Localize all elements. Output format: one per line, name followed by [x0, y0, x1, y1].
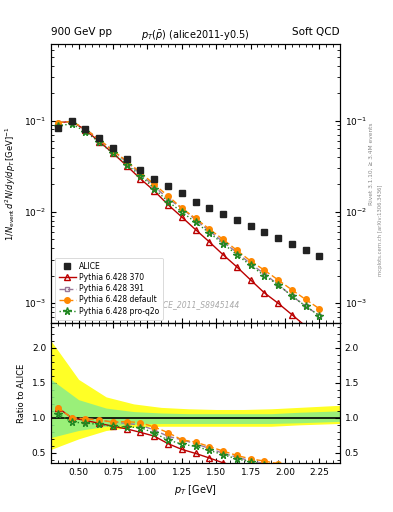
Text: 900 GeV pp: 900 GeV pp [51, 27, 112, 37]
Legend: ALICE, Pythia 6.428 370, Pythia 6.428 391, Pythia 6.428 default, Pythia 6.428 pr: ALICE, Pythia 6.428 370, Pythia 6.428 39… [55, 258, 163, 319]
Y-axis label: $1/N_\mathrm{event}\,d^2N/dy/dp_T\,[\mathrm{GeV}]^{-1}$: $1/N_\mathrm{event}\,d^2N/dy/dp_T\,[\mat… [4, 126, 18, 241]
Text: Soft QCD: Soft QCD [292, 27, 340, 37]
Text: Rivet 3.1.10, ≥ 3.4M events: Rivet 3.1.10, ≥ 3.4M events [369, 122, 374, 205]
Text: mcplots.cern.ch [arXiv:1306.3436]: mcplots.cern.ch [arXiv:1306.3436] [378, 185, 383, 276]
Text: ALICE_2011_S8945144: ALICE_2011_S8945144 [151, 301, 240, 309]
X-axis label: $p_T$ [GeV]: $p_T$ [GeV] [174, 483, 217, 497]
Y-axis label: Ratio to ALICE: Ratio to ALICE [17, 364, 26, 423]
Title: $p_T(\bar{p})$ (alice2011-y0.5): $p_T(\bar{p})$ (alice2011-y0.5) [141, 29, 250, 44]
